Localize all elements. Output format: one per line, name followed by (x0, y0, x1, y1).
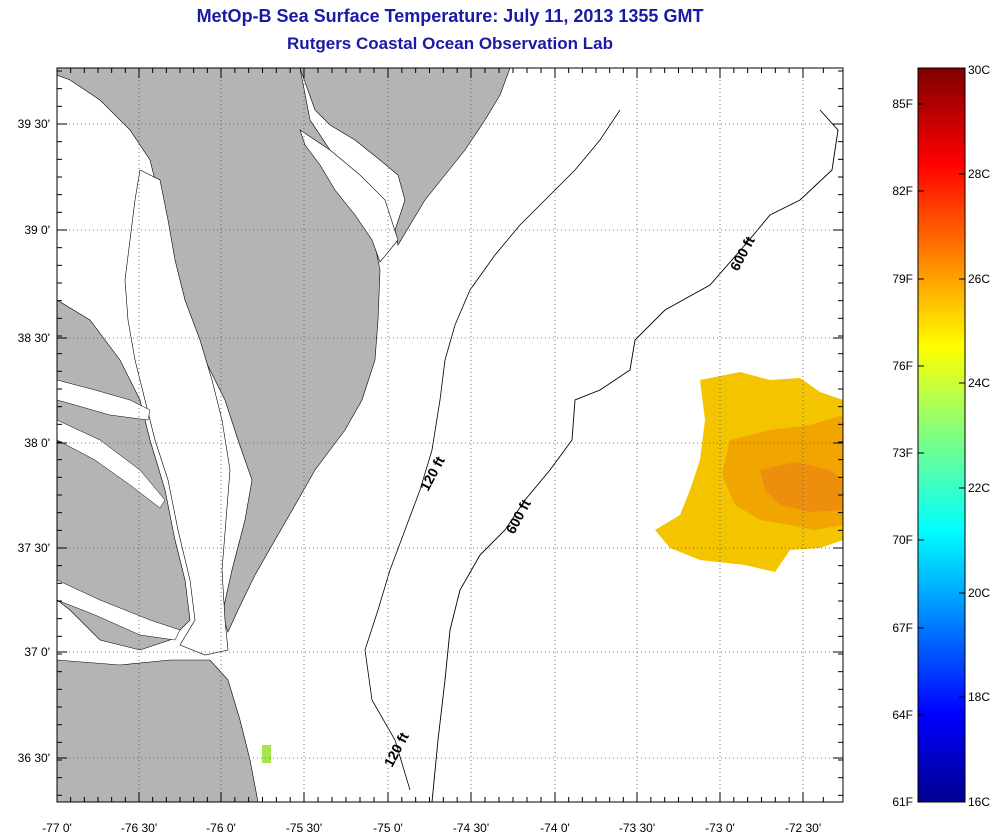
lat-tick-label: 39 30' (18, 117, 50, 131)
colorbar-c-label: 20C (968, 586, 990, 600)
colorbar-c-label: 26C (968, 272, 990, 286)
colorbar-c-label: 16C (968, 795, 990, 809)
delaware-bay (299, 129, 399, 263)
colorbar-f-label: 70F (892, 533, 913, 547)
lon-tick-label: -76 30' (121, 821, 157, 835)
land-south (57, 659, 259, 802)
graticule (57, 68, 843, 802)
map-frame (56, 67, 844, 803)
lon-tick-label: -73 30' (619, 821, 655, 835)
colorbar-c-label: 18C (968, 690, 990, 704)
lon-tick-label: -77 0' (42, 821, 72, 835)
colorbar-f-label: 79F (892, 272, 913, 286)
map-subtitle: Rutgers Coastal Ocean Observation Lab (287, 34, 613, 53)
sst-hot-spot (760, 462, 843, 512)
lon-tick-label: -72 30' (785, 821, 821, 835)
isobath-120ft (364, 109, 621, 791)
land-new-jersey (299, 68, 511, 246)
colorbar-f-label: 76F (892, 359, 913, 373)
lat-tick-label: 38 30' (18, 331, 50, 345)
colorbar-ticks (918, 103, 965, 716)
isobath-600ft (431, 109, 839, 802)
river (57, 579, 181, 641)
colorbar (917, 67, 966, 803)
lon-tick-label: -76 0' (206, 821, 236, 835)
colorbar-f-label: 64F (892, 708, 913, 722)
colorbar-f-label: 61F (892, 795, 913, 809)
sst-cool-patch (262, 745, 271, 763)
river (57, 419, 166, 509)
colorbar-c-label: 22C (968, 481, 990, 495)
tick-marks (56, 68, 843, 802)
lon-tick-label: -73 0' (705, 821, 735, 835)
colorbar-f-label: 82F (892, 184, 913, 198)
lat-tick-label: 37 30' (18, 541, 50, 555)
river (57, 379, 151, 421)
chesapeake-bay (124, 169, 231, 656)
lon-tick-label: -75 0' (373, 821, 403, 835)
colorbar-f-label: 85F (892, 97, 913, 111)
lat-tick-label: 36 30' (18, 751, 50, 765)
lon-tick-label: -74 30' (453, 821, 489, 835)
lat-tick-label: 39 0' (24, 223, 50, 237)
colorbar-f-label: 67F (892, 621, 913, 635)
colorbar-c-label: 28C (968, 167, 990, 181)
colorbar-f-label: 73F (892, 446, 913, 460)
lat-tick-label: 38 0' (24, 436, 50, 450)
lat-tick-label: 37 0' (24, 645, 50, 659)
lon-tick-label: -75 30' (286, 821, 322, 835)
colorbar-c-label: 30C (968, 63, 990, 77)
map-title: MetOp-B Sea Surface Temperature: July 11… (196, 6, 704, 26)
lon-tick-label: -74 0' (540, 821, 570, 835)
colorbar-c-label: 24C (968, 376, 990, 390)
